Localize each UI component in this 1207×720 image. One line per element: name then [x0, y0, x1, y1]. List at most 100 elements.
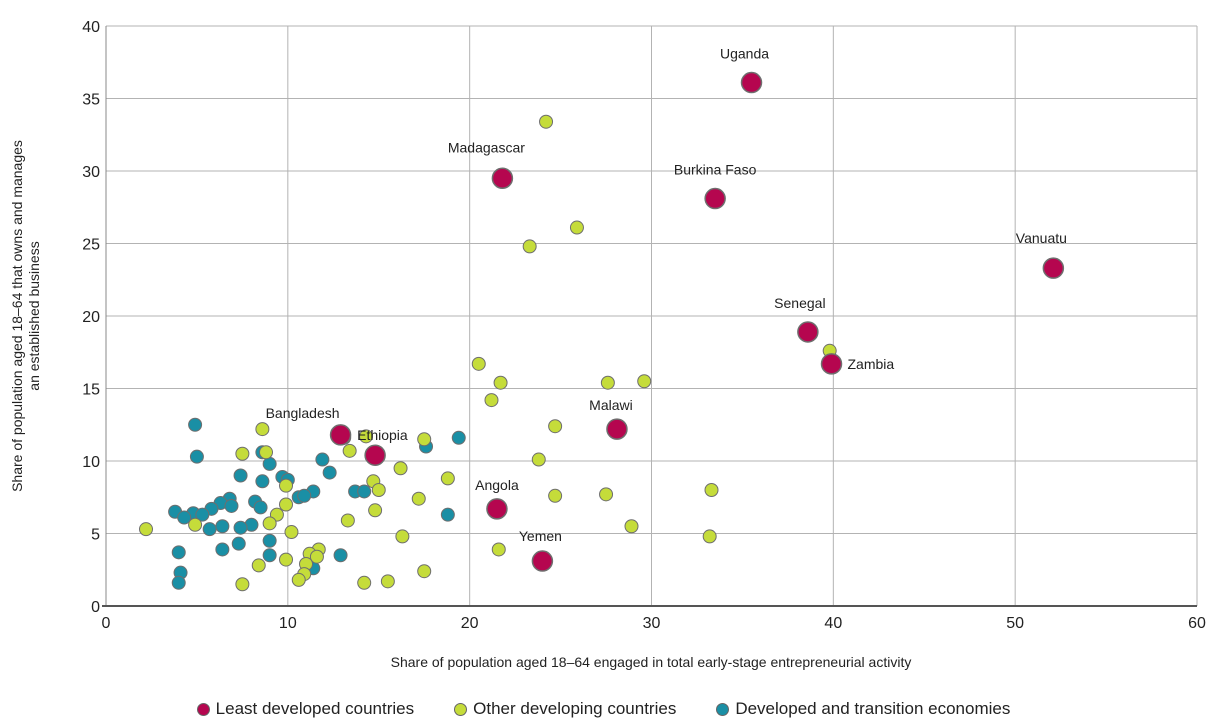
other-developing-point: [491, 542, 506, 557]
other-developing-point: [411, 491, 426, 506]
developed-transition-point: [255, 474, 270, 489]
point-label: Madagascar: [448, 139, 525, 155]
least-developed-point: [797, 321, 819, 343]
point-label: Burkina Faso: [674, 162, 757, 178]
least-developed-point: [531, 550, 554, 572]
other-developing-point: [284, 525, 299, 540]
point-label: Senegal: [774, 295, 825, 311]
developed-transition-point: [253, 500, 268, 515]
y-tick-label: 10: [82, 454, 100, 471]
developed-transition-point: [357, 484, 372, 499]
developed-transition-point: [189, 449, 204, 464]
developed-transition-point: [451, 430, 466, 445]
developed-transition-point: [215, 519, 230, 534]
other-developing-point: [368, 503, 383, 518]
legend-label-other-developing: Other developing countries: [473, 699, 677, 718]
other-developing-point: [139, 522, 154, 537]
developed-transition-point: [233, 520, 248, 535]
developed-transition-point: [195, 507, 210, 522]
developed-transition-point: [262, 548, 277, 563]
other-developing-point: [371, 483, 386, 497]
developed-transition-point: [233, 468, 248, 483]
least-developed-point: [606, 418, 628, 440]
other-developing-point: [637, 374, 652, 389]
other-developing-point: [188, 517, 203, 532]
least-developed-point: [740, 71, 763, 94]
other-developing-point: [395, 529, 410, 544]
other-developing-point: [484, 393, 499, 408]
other-developing-point: [251, 558, 266, 573]
legend-swatch-other-developing: [454, 702, 468, 716]
legend-label-developed-transition: Developed and transition economies: [735, 699, 1011, 718]
other-developing-point: [279, 478, 294, 493]
point-label: Zambia: [848, 356, 895, 372]
other-developing-point: [417, 564, 432, 579]
other-developing-point: [440, 471, 455, 486]
other-developing-point: [548, 488, 563, 503]
least-developed-point: [486, 498, 508, 520]
developed-transition-point: [215, 542, 230, 557]
legend-item-least-developed: Least developed countries: [196, 699, 415, 719]
other-developing-point: [340, 513, 355, 528]
legend-item-developed-transition: Developed and transition economies: [716, 699, 1010, 719]
point-labels: Uganda Madagascar Burkina Faso Vanuatu Seneg…: [266, 46, 1067, 544]
x-tick-label: 50: [1006, 615, 1024, 632]
other-developing-point: [569, 220, 584, 235]
y-axis-label: Share of population aged 18–64 that owns…: [9, 140, 42, 492]
least-developed-point: [329, 424, 352, 446]
other-developing-point: [342, 443, 357, 458]
y-tick-label: 25: [82, 237, 100, 254]
scatter-chart: 0 10 20 30 40 50 60 0 5 10 15 20 25 30 35 40 Share of …: [9, 19, 1206, 670]
x-tick-label: 40: [824, 615, 842, 632]
other-developing-point: [255, 422, 270, 437]
legend: Least developed countries Other developi…: [0, 698, 1207, 720]
other-developing-point: [259, 445, 274, 460]
least-developed-point: [704, 187, 726, 210]
point-label: Malawi: [589, 397, 633, 413]
developed-transition-point: [224, 498, 239, 513]
axes: [102, 26, 1197, 607]
y-tick-label: 40: [82, 19, 100, 36]
y-tick-label: 35: [82, 92, 100, 109]
other-developing-point: [291, 572, 306, 587]
other-developing-point: [279, 552, 294, 567]
least-developed-point: [491, 167, 514, 189]
other-developing-point: [359, 429, 374, 444]
other-developing-point: [702, 529, 717, 544]
y-axis-label-line-1: Share of population aged 18–64 that owns…: [9, 140, 25, 492]
legend-label-least-developed: Least developed countries: [215, 699, 415, 718]
other-developing-point: [522, 239, 537, 254]
developed-transition-point: [440, 507, 455, 522]
developed-transition-point: [315, 452, 330, 467]
other-developing-point: [380, 574, 395, 589]
point-label: Ethiopia: [357, 427, 408, 443]
developed-transition-point: [202, 522, 217, 537]
other-developing-point: [600, 375, 615, 390]
point-label: Bangladesh: [266, 405, 340, 421]
y-axis-label-line-2: an established business: [26, 241, 42, 390]
point-label: Angola: [475, 477, 519, 493]
other-developing-point: [704, 483, 719, 497]
other-developing-point: [493, 375, 508, 390]
other-developing-point: [548, 419, 563, 434]
x-tick-label: 0: [102, 615, 111, 632]
developed-transition-point: [177, 510, 192, 525]
legend-item-other-developing: Other developing countries: [454, 699, 676, 719]
y-tick-label: 30: [82, 164, 100, 181]
other-developing-point: [393, 461, 408, 476]
other-developing-point: [262, 516, 277, 531]
data-points: [139, 71, 1065, 592]
point-label: Vanuatu: [1016, 230, 1067, 246]
developed-transition-point: [333, 548, 348, 563]
y-tick-label: 15: [82, 382, 100, 399]
point-label: Yemen: [519, 528, 562, 544]
developed-transition-point: [297, 488, 312, 503]
other-developing-point: [235, 446, 250, 461]
other-developing-point: [235, 577, 250, 592]
developed-transition-point: [188, 417, 203, 432]
gridlines: [106, 25, 1198, 606]
other-developing-point: [531, 452, 546, 467]
y-tick-label: 20: [82, 309, 100, 326]
y-tick-label: 0: [91, 599, 100, 616]
other-developing-point: [417, 432, 432, 447]
